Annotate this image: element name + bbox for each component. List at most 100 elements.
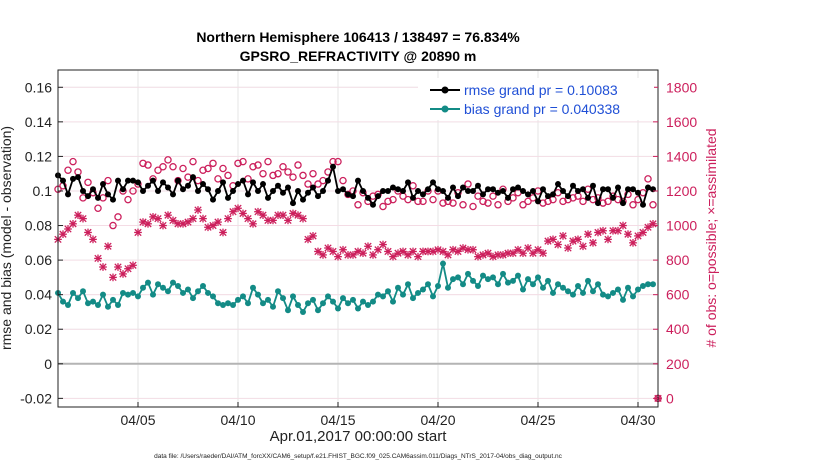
rmse-point — [170, 191, 176, 198]
bias-point — [565, 288, 571, 295]
rmse-point — [375, 193, 381, 200]
rmse-point — [580, 186, 586, 193]
possible-obs-point — [204, 164, 212, 173]
rmse-point — [545, 193, 551, 200]
x-tick-label: 04/05 — [120, 412, 155, 428]
rmse-point — [525, 191, 531, 198]
bias-point — [335, 305, 341, 312]
bias-point — [215, 300, 221, 307]
rmse-point — [120, 186, 126, 193]
bias-point — [90, 298, 96, 305]
y-right-tick-label: 1000 — [666, 218, 697, 234]
assimilated-obs-point — [84, 228, 92, 237]
assimilated-obs-point — [624, 230, 632, 239]
assimilated-obs-point — [79, 214, 87, 223]
possible-obs-point — [189, 157, 197, 166]
bias-point — [615, 286, 621, 293]
bias-point — [590, 288, 596, 295]
bias-point — [110, 296, 116, 303]
assimilated-obs-point — [249, 219, 257, 228]
rmse-point — [590, 182, 596, 189]
bias-point — [65, 302, 71, 309]
rmse-point — [260, 181, 266, 188]
possible-obs-point — [389, 195, 397, 204]
possible-obs-point — [109, 221, 117, 230]
possible-obs-point — [339, 176, 347, 185]
bias-point — [500, 270, 506, 277]
bias-point — [465, 270, 471, 277]
rmse-point — [385, 187, 391, 194]
rmse-point — [85, 193, 91, 200]
possible-obs-point — [199, 166, 207, 174]
series-layer — [54, 156, 662, 403]
rmse-point — [465, 187, 471, 194]
rmse-point — [125, 177, 131, 184]
legend-bias-marker — [441, 105, 449, 113]
bias-point — [160, 284, 166, 291]
assimilated-obs-point — [509, 249, 517, 258]
bias-point — [440, 260, 446, 267]
rmse-point — [315, 193, 321, 200]
bias-point — [550, 289, 556, 296]
assimilated-obs-point — [444, 251, 452, 259]
assimilated-obs-point — [469, 245, 477, 254]
rmse-point — [285, 184, 291, 191]
possible-obs-point — [64, 166, 72, 174]
possible-obs-point — [414, 197, 422, 206]
possible-obs-point — [314, 180, 322, 188]
possible-obs-point — [294, 161, 302, 169]
rmse-point — [520, 187, 526, 194]
possible-obs-point — [269, 171, 277, 180]
tick-labels: 04/05 04/10 04/15 04/20 04/25 04/30 -0.02 0 0.02… — [20, 79, 697, 428]
bias-point — [375, 291, 381, 298]
rmse-point — [405, 179, 411, 186]
bias-point — [140, 284, 146, 291]
possible-obs-point — [409, 182, 417, 190]
rmse-point — [440, 187, 446, 194]
y-right-tick-label: 200 — [666, 356, 690, 372]
rmse-point — [150, 177, 156, 184]
possible-obs-point — [259, 169, 267, 178]
bias-point — [275, 288, 281, 295]
bias-point — [485, 276, 491, 283]
bias-point — [365, 302, 371, 309]
bias-point — [535, 274, 541, 281]
rmse-point — [265, 194, 271, 201]
assimilated-obs-point — [539, 249, 547, 258]
possible-obs-point — [264, 157, 272, 166]
bias-point — [150, 291, 156, 298]
bias-point — [460, 281, 466, 288]
bias-point — [560, 284, 566, 291]
assimilated-obs-point — [104, 242, 112, 251]
rmse-point — [565, 193, 571, 200]
bias-point — [290, 293, 296, 300]
assimilated-obs-point — [564, 244, 572, 252]
assimilated-obs-point — [209, 221, 217, 230]
possible-obs-point — [649, 201, 657, 209]
legend-bias-label: bias grand pr = 0.040338 — [464, 101, 620, 117]
rmse-point — [460, 184, 466, 191]
assimilated-obs-point — [214, 218, 222, 226]
rmse-point — [355, 177, 361, 184]
assimilated-obs-point — [69, 219, 77, 228]
bias-point — [115, 302, 121, 309]
bias-point — [95, 302, 101, 309]
assimilated-obs-point — [74, 211, 82, 220]
bias-point — [490, 274, 496, 281]
bias-point — [270, 303, 276, 310]
rmse-point — [500, 187, 506, 194]
rmse-point — [250, 179, 256, 186]
bias-point — [495, 281, 501, 288]
bias-point — [575, 283, 581, 290]
bias-point — [185, 286, 191, 293]
rmse-point — [280, 189, 286, 196]
rmse-point — [195, 187, 201, 194]
bias-point — [370, 298, 376, 305]
assimilated-obs-point — [314, 247, 322, 256]
bias-point — [135, 293, 141, 300]
bias-point — [310, 296, 316, 303]
assimilated-obs-point — [359, 249, 367, 258]
assimilated-obs-point — [334, 252, 342, 261]
rmse-point — [115, 177, 121, 184]
possible-obs-point — [94, 204, 102, 213]
